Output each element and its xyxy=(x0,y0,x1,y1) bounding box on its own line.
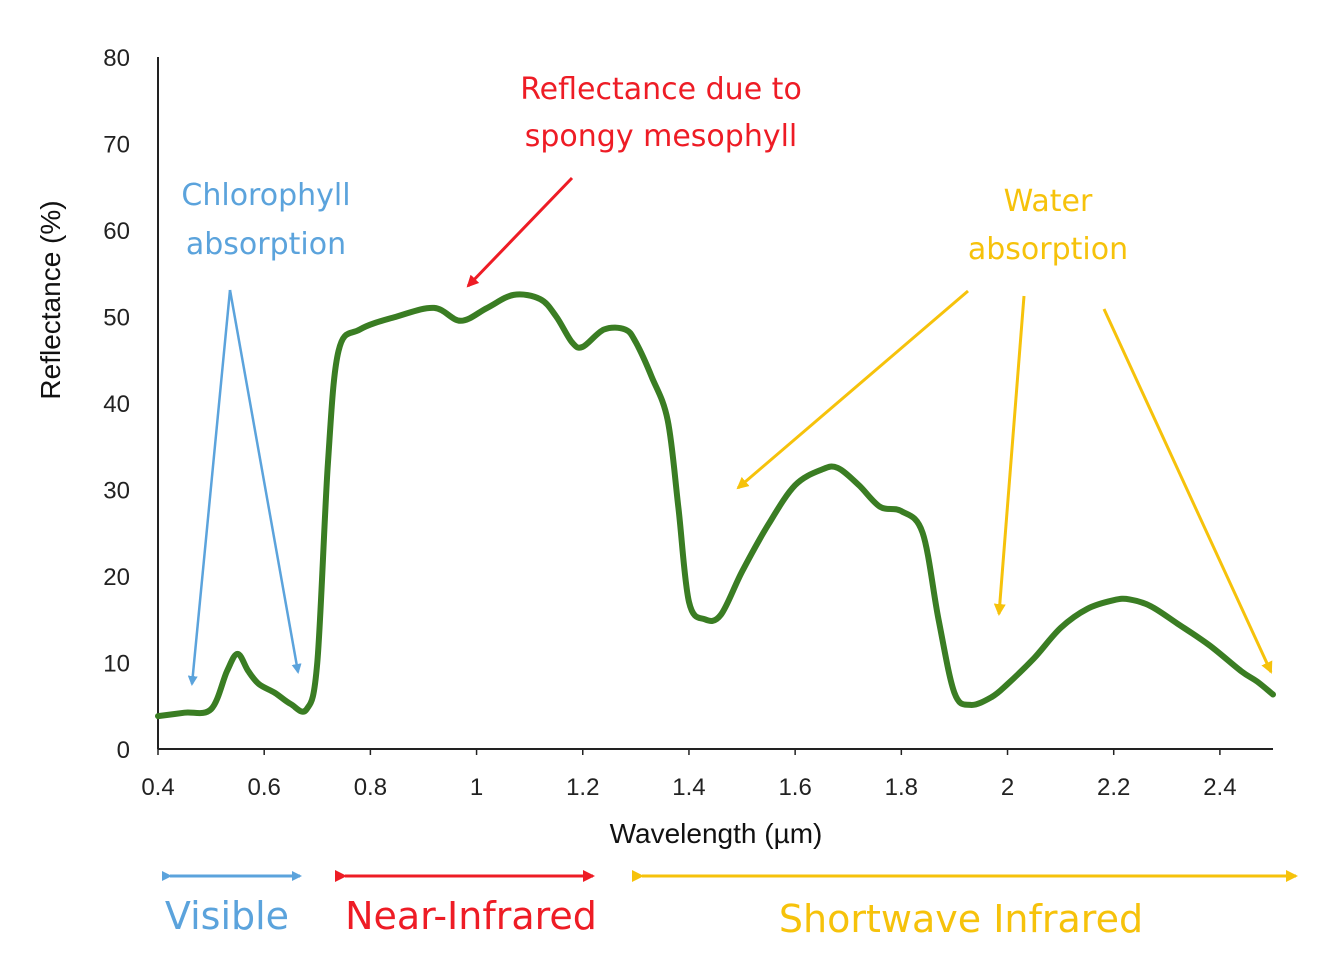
chlorophyll-label-line2: absorption xyxy=(186,227,346,262)
shortwave-infrared-band: Shortwave Infrared xyxy=(632,870,1298,941)
x-tick-label: 2.2 xyxy=(1097,774,1130,801)
shortwave-infrared-band-label: Shortwave Infrared xyxy=(779,897,1143,941)
y-tick-label: 80 xyxy=(103,45,130,72)
x-tick-label: 2 xyxy=(1001,774,1014,801)
y-tick-label: 40 xyxy=(103,391,130,418)
y-tick-label: 30 xyxy=(103,478,130,505)
x-tick-label: 1.4 xyxy=(672,774,705,801)
mesophyll-label-line1: Reflectance due to xyxy=(520,72,802,107)
water-arrow-3 xyxy=(1102,308,1273,674)
x-axis-title: Wavelength (µm) xyxy=(610,818,823,849)
x-tick-label: 1.2 xyxy=(566,774,599,801)
y-axis-title: Reflectance (%) xyxy=(35,200,66,399)
visible-band-label: Visible xyxy=(165,894,289,938)
y-tick-label: 10 xyxy=(103,651,130,678)
water-arrow-2 xyxy=(993,295,1026,616)
y-tick-label: 60 xyxy=(103,218,130,245)
mesophyll-arrow xyxy=(466,176,574,288)
water-arrow-1 xyxy=(736,289,969,490)
y-tick-label: 20 xyxy=(103,564,130,591)
x-tick-label: 0.4 xyxy=(141,774,174,801)
chlorophyll-label-line1: Chlorophyll xyxy=(181,178,350,213)
chlorophyll-arrow-left xyxy=(187,289,232,686)
x-tick-label: 0.8 xyxy=(354,774,387,801)
mesophyll-label-line2: spongy mesophyll xyxy=(525,119,798,154)
water-label-line1: Water xyxy=(1004,184,1093,219)
y-tick-label: 70 xyxy=(103,132,130,159)
x-tick-label: 2.4 xyxy=(1203,774,1236,801)
x-tick-label: 1.6 xyxy=(778,774,811,801)
reflectance-series-line xyxy=(155,291,1276,720)
y-tick-label: 0 xyxy=(117,737,130,764)
y-tick-label: 50 xyxy=(103,305,130,332)
water-annotation: Water absorption xyxy=(736,184,1273,674)
near-infrared-band-label: Near-Infrared xyxy=(345,894,597,938)
near-infrared-band: Near-Infrared xyxy=(335,870,597,938)
chlorophyll-annotation: Chlorophyll absorption xyxy=(181,178,351,686)
mesophyll-annotation: Reflectance due to spongy mesophyll xyxy=(466,72,802,288)
x-tick-label: 1.8 xyxy=(885,774,918,801)
water-label-line2: absorption xyxy=(968,232,1128,267)
chlorophyll-arrow-right xyxy=(228,289,302,674)
x-tick-label: 0.6 xyxy=(248,774,281,801)
visible-band: Visible xyxy=(162,871,302,938)
x-tick-label: 1 xyxy=(470,774,483,801)
